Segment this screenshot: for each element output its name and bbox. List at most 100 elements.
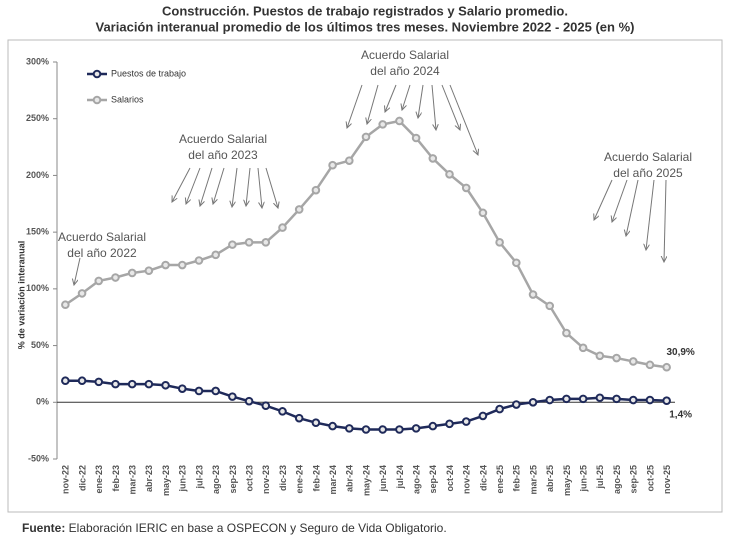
data-point — [445, 419, 454, 429]
data-point — [662, 362, 671, 372]
x-tick-label: may-25 — [562, 465, 572, 496]
data-point — [61, 376, 70, 386]
x-tick-label: feb-25 — [512, 465, 522, 492]
x-tick-label: abr-24 — [345, 465, 355, 492]
legend-marker — [92, 95, 102, 105]
data-point — [261, 238, 271, 247]
data-point — [194, 386, 204, 396]
value-label: 30,9% — [666, 347, 694, 358]
annotation: Acuerdo Salarial — [179, 132, 267, 146]
x-tick-label: ago-25 — [612, 465, 622, 494]
data-point — [111, 273, 120, 282]
annotation-arrow — [232, 167, 238, 207]
data-point — [94, 377, 104, 387]
data-point — [578, 343, 588, 353]
data-point — [94, 276, 104, 286]
data-point — [528, 397, 538, 407]
x-tick-label: nov-22 — [61, 465, 71, 494]
annotation: del año 2024 — [370, 64, 440, 78]
x-tick-label: may-23 — [161, 465, 171, 496]
data-point — [428, 154, 438, 163]
annotation-arrow — [626, 179, 639, 236]
data-point — [311, 418, 321, 428]
x-tick-label: may-24 — [361, 465, 371, 496]
data-point — [344, 424, 354, 433]
annotation: Acuerdo Salarial — [361, 48, 449, 62]
x-tick-label: sep-25 — [629, 465, 639, 494]
x-tick-label: ago-23 — [211, 465, 221, 494]
data-point — [628, 395, 638, 405]
data-point — [127, 268, 137, 278]
x-tick-label: ago-24 — [411, 465, 421, 494]
legend-marker — [92, 69, 102, 79]
chart-subtitle: Variación interanual promedio de los últ… — [96, 19, 635, 34]
data-point — [395, 116, 404, 126]
data-point — [144, 266, 154, 276]
annotation: del año 2023 — [188, 148, 258, 162]
annotation: del año 2025 — [613, 166, 683, 180]
data-point — [628, 357, 638, 366]
data-point — [177, 260, 187, 270]
x-tick-label: mar-25 — [528, 465, 538, 495]
data-point — [612, 353, 621, 363]
data-point — [161, 260, 170, 270]
x-tick-label: jul-23 — [194, 465, 204, 490]
data-point — [211, 250, 220, 260]
annotation-arrow — [200, 167, 213, 206]
data-point — [612, 394, 621, 404]
legend-label: Puestos de trabajo — [111, 68, 186, 78]
data-point — [61, 300, 70, 310]
annotation-arrow — [418, 84, 424, 118]
data-point — [645, 395, 655, 405]
data-point — [161, 380, 170, 390]
annotation-arrow — [186, 167, 201, 204]
x-tick-label: ene-24 — [295, 465, 305, 494]
annotation-arrow — [431, 84, 436, 130]
annotation-arrow — [402, 84, 411, 110]
data-point — [294, 205, 304, 214]
x-tick-label: oct-23 — [244, 465, 254, 492]
x-tick-label: feb-23 — [111, 465, 121, 492]
annotation-arrow — [265, 167, 278, 208]
source: Fuente: Elaboración IERIC en base a OSPE… — [22, 521, 447, 535]
data-point — [361, 132, 371, 142]
data-point — [328, 421, 337, 431]
source-text: Elaboración IERIC en base a OSPECON y Se… — [65, 521, 446, 535]
annotation-arrow — [646, 179, 655, 250]
data-point — [261, 401, 271, 410]
data-point — [294, 413, 304, 423]
data-point — [378, 120, 388, 129]
data-point — [328, 160, 337, 170]
data-point — [562, 394, 571, 404]
data-point — [545, 301, 555, 311]
chart-title: Construcción. Puestos de trabajo registr… — [162, 3, 568, 18]
data-point — [528, 290, 538, 299]
x-tick-label: sep-24 — [428, 465, 438, 494]
y-axis-label: % de variación interanual — [16, 241, 26, 350]
data-point — [278, 407, 287, 416]
data-point — [545, 395, 555, 405]
annotation-arrow — [664, 179, 666, 262]
data-point — [495, 404, 504, 414]
data-point — [244, 238, 254, 247]
data-point — [361, 425, 371, 434]
x-tick-label: jul-24 — [395, 465, 405, 490]
x-tick-label: mar-24 — [328, 465, 338, 495]
data-point — [278, 223, 287, 232]
x-tick-label: ene-25 — [495, 465, 505, 494]
x-tick-label: jun-23 — [178, 465, 188, 493]
annotation: Acuerdo Salarial — [604, 150, 692, 164]
x-tick-label: nov-24 — [462, 465, 472, 494]
data-point — [211, 386, 220, 396]
annotation-arrow — [441, 84, 460, 130]
data-point — [595, 393, 605, 403]
data-point — [77, 289, 87, 298]
data-point — [194, 256, 204, 265]
data-point — [461, 417, 471, 426]
data-point — [177, 384, 187, 393]
data-point — [111, 379, 120, 389]
data-point — [428, 421, 438, 431]
x-tick-label: nov-23 — [261, 465, 271, 494]
x-tick-label: dic-24 — [478, 465, 488, 491]
